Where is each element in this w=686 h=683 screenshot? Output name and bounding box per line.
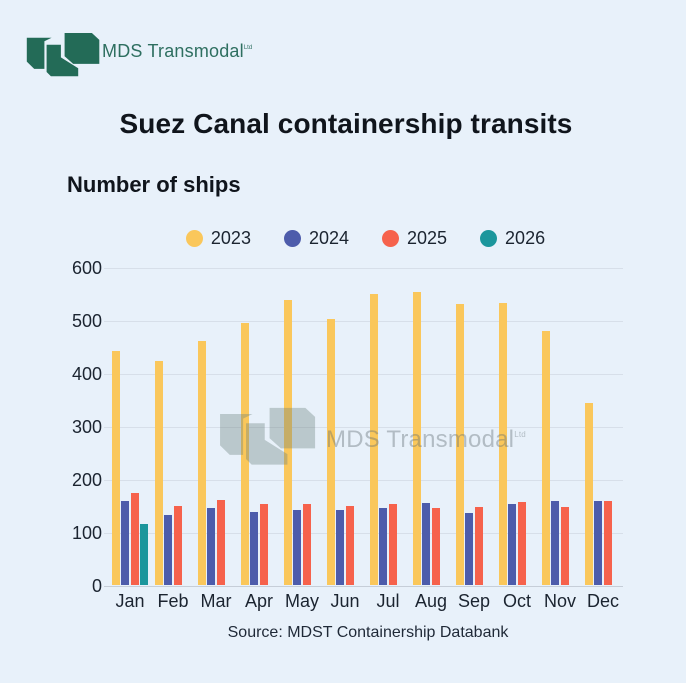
x-tick-label-Nov: Nov [543, 590, 576, 611]
bar-2023-Jan [112, 351, 120, 585]
x-tick-label-Jul: Jul [376, 590, 400, 611]
y-axis-heading: Number of ships [67, 172, 241, 197]
gridline-300 [104, 426, 623, 428]
bar-2025-Nov [560, 506, 569, 585]
bar-2023-Jun [327, 319, 335, 585]
plot-area: 0 100 200 300 400 500 600 Jan Feb Mar Apr May Jun Jul… [72, 259, 623, 611]
bar-2025-Aug [431, 507, 440, 585]
x-tick-label-Dec: Dec [586, 590, 619, 611]
chart-legend: 2023 2024 2025 2026 [106, 228, 625, 249]
brand-header: MDS TransmodalLtd [26, 30, 252, 82]
mds-transmodal-logo-icon [26, 33, 100, 77]
chart-title: Suez Canal containership transits [119, 108, 573, 139]
bar-2023-Nov [542, 330, 550, 585]
brand-name: MDS Transmodal [102, 41, 244, 61]
bar-2023-Apr [241, 323, 249, 585]
y-tick-label-600: 600 [71, 258, 102, 278]
legend-label: 2025 [407, 228, 448, 248]
bar-2025-Apr [259, 504, 268, 585]
brand-wordmark: MDS TransmodalLtd [102, 41, 252, 62]
bar-2023-Sep [456, 303, 464, 585]
x-tick-label-Feb: Feb [157, 590, 189, 611]
x-tick-label-Jan: Jan [115, 590, 145, 611]
bar-2024-Nov [551, 501, 560, 585]
bar-2025-Feb [173, 505, 182, 585]
y-tick-label-200: 200 [71, 470, 102, 490]
bar-2025-Jul [388, 504, 397, 585]
bar-2023-May [284, 299, 292, 585]
gridline-400 [104, 373, 623, 375]
bar-2026-Jan [140, 524, 148, 585]
gridline-100 [104, 532, 623, 534]
legend-swatch-2026 [480, 230, 498, 247]
x-tick-label-Apr: Apr [244, 590, 273, 611]
legend-label: 2026 [505, 228, 546, 248]
bar-2024-Jan [121, 501, 130, 585]
y-tick-label-400: 400 [71, 364, 102, 384]
y-tick-label-500: 500 [71, 311, 102, 331]
bar-2024-Sep [465, 513, 474, 585]
legend-label: 2023 [210, 228, 251, 248]
x-tick-label-Mar: Mar [200, 590, 232, 611]
bar-2024-Mar [207, 508, 216, 585]
legend-swatch-2023 [185, 230, 203, 247]
source-note: Source: MDST Containership Databank [227, 624, 509, 641]
legend-item-2025: 2025 [382, 228, 447, 249]
gridline-500 [104, 320, 623, 322]
legend-label: 2024 [308, 228, 349, 248]
bar-2024-Oct [508, 504, 517, 585]
bar-2024-Apr [250, 512, 259, 585]
legend-item-2023: 2023 [185, 228, 251, 249]
x-tick-label-Jun: Jun [330, 590, 360, 611]
bar-2024-Jul [379, 507, 388, 585]
x-tick-label-Sep: Sep [457, 590, 491, 611]
bar-2025-May [302, 503, 311, 585]
x-tick-label-May: May [284, 590, 319, 611]
bar-2024-Feb [164, 514, 173, 585]
bar-2023-Mar [198, 340, 206, 585]
bar-2023-Feb [155, 361, 163, 585]
bar-2023-Oct [499, 303, 507, 585]
gridline-200 [104, 479, 623, 481]
bar-2025-Sep [474, 507, 483, 585]
bar-2023-Dec [585, 403, 593, 585]
bar-2023-Jul [370, 293, 378, 585]
bar-2025-Jan [130, 492, 139, 585]
legend-item-2026: 2026 [480, 228, 545, 249]
legend-swatch-2024 [283, 230, 301, 247]
gridline-600 [104, 267, 623, 269]
bar-2025-Mar [216, 500, 225, 585]
bar-2024-Dec [594, 501, 603, 585]
bar-2023-Aug [413, 291, 421, 585]
bar-2025-Dec [603, 501, 612, 585]
y-tick-label-300: 300 [71, 417, 102, 437]
x-tick-label-Oct: Oct [502, 590, 531, 611]
x-tick-label-Aug: Aug [414, 590, 448, 611]
bar-2024-Jun [336, 510, 345, 585]
y-tick-label-100: 100 [71, 523, 102, 543]
legend-swatch-2025 [382, 230, 399, 247]
bar-2024-Aug [422, 503, 431, 585]
gridline-0 [104, 585, 623, 587]
brand-suffix: Ltd [243, 45, 253, 51]
bar-2025-Jun [345, 506, 354, 585]
bar-2025-Oct [517, 501, 526, 585]
y-tick-label-0: 0 [91, 576, 102, 596]
legend-item-2024: 2024 [283, 228, 349, 249]
bar-2024-May [293, 510, 302, 585]
